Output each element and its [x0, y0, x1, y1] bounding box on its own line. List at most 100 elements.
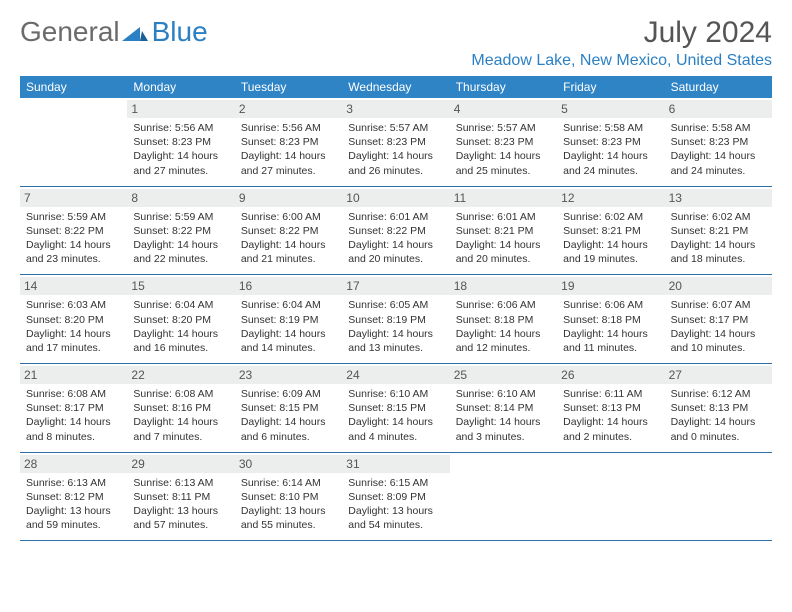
- day-info: Sunrise: 5:59 AMSunset: 8:22 PMDaylight:…: [133, 210, 228, 267]
- daylight-line: Daylight: 14 hours and 4 minutes.: [348, 415, 443, 443]
- calendar-cell: 2Sunrise: 5:56 AMSunset: 8:23 PMDaylight…: [235, 98, 342, 186]
- sunrise-line: Sunrise: 6:15 AM: [348, 476, 443, 490]
- day-number: 31: [342, 455, 449, 473]
- sunset-line: Sunset: 8:23 PM: [133, 135, 228, 149]
- sunrise-line: Sunrise: 6:06 AM: [456, 298, 551, 312]
- daylight-line: Daylight: 14 hours and 10 minutes.: [671, 327, 766, 355]
- day-info: Sunrise: 6:10 AMSunset: 8:14 PMDaylight:…: [456, 387, 551, 444]
- sunset-line: Sunset: 8:22 PM: [348, 224, 443, 238]
- sunrise-line: Sunrise: 5:58 AM: [563, 121, 658, 135]
- daylight-line: Daylight: 14 hours and 17 minutes.: [26, 327, 121, 355]
- daylight-line: Daylight: 14 hours and 2 minutes.: [563, 415, 658, 443]
- day-info: Sunrise: 6:03 AMSunset: 8:20 PMDaylight:…: [26, 298, 121, 355]
- day-number: 17: [342, 277, 449, 295]
- sunrise-line: Sunrise: 6:13 AM: [133, 476, 228, 490]
- day-number: 22: [127, 366, 234, 384]
- sunrise-line: Sunrise: 6:08 AM: [133, 387, 228, 401]
- dayhead-tue: Tuesday: [235, 76, 342, 98]
- daylight-line: Daylight: 14 hours and 19 minutes.: [563, 238, 658, 266]
- calendar-cell: 1Sunrise: 5:56 AMSunset: 8:23 PMDaylight…: [127, 98, 234, 186]
- day-info: Sunrise: 6:11 AMSunset: 8:13 PMDaylight:…: [563, 387, 658, 444]
- day-number: 10: [342, 189, 449, 207]
- sunrise-line: Sunrise: 6:01 AM: [348, 210, 443, 224]
- calendar-cell: 15Sunrise: 6:04 AMSunset: 8:20 PMDayligh…: [127, 275, 234, 363]
- daylight-line: Daylight: 14 hours and 26 minutes.: [348, 149, 443, 177]
- sunset-line: Sunset: 8:22 PM: [133, 224, 228, 238]
- day-number: 1: [127, 100, 234, 118]
- sunrise-line: Sunrise: 6:02 AM: [563, 210, 658, 224]
- logo: General Blue: [20, 16, 208, 48]
- calendar-cell: 29Sunrise: 6:13 AMSunset: 8:11 PMDayligh…: [127, 453, 234, 541]
- daylight-line: Daylight: 14 hours and 20 minutes.: [348, 238, 443, 266]
- day-info: Sunrise: 5:58 AMSunset: 8:23 PMDaylight:…: [671, 121, 766, 178]
- day-info: Sunrise: 6:09 AMSunset: 8:15 PMDaylight:…: [241, 387, 336, 444]
- sunset-line: Sunset: 8:11 PM: [133, 490, 228, 504]
- calendar-cell: 28 Sunrise: 6:13 AMSunset: 8:12 PMDayligh…: [20, 453, 127, 541]
- calendar-cell: .: [20, 98, 127, 186]
- day-number: 29: [127, 455, 234, 473]
- day-number: 25: [450, 366, 557, 384]
- day-number: 13: [665, 189, 772, 207]
- calendar-cell: 10 Sunrise: 6:01 AMSunset: 8:22 PMDayligh…: [342, 187, 449, 275]
- sunset-line: Sunset: 8:23 PM: [241, 135, 336, 149]
- daylight-line: Daylight: 14 hours and 13 minutes.: [348, 327, 443, 355]
- sunset-line: Sunset: 8:21 PM: [563, 224, 658, 238]
- day-number: 19: [557, 277, 664, 295]
- dayhead-sat: Saturday: [665, 76, 772, 98]
- daylight-line: Daylight: 14 hours and 27 minutes.: [241, 149, 336, 177]
- sunset-line: Sunset: 8:12 PM: [26, 490, 121, 504]
- day-info: Sunrise: 5:59 AMSunset: 8:22 PMDaylight:…: [26, 210, 121, 267]
- calendar-cell: 9 Sunrise: 6:00 AMSunset: 8:22 PMDaylight…: [235, 187, 342, 275]
- sunrise-line: Sunrise: 6:09 AM: [241, 387, 336, 401]
- page-title: July 2024: [471, 16, 772, 50]
- day-number: 23: [235, 366, 342, 384]
- daylight-line: Daylight: 14 hours and 27 minutes.: [133, 149, 228, 177]
- daylight-line: Daylight: 14 hours and 20 minutes.: [456, 238, 551, 266]
- day-number: 7: [20, 189, 127, 207]
- calendar: Sunday Monday Tuesday Wednesday Thursday…: [20, 76, 772, 541]
- calendar-cell: 5Sunrise: 5:58 AMSunset: 8:23 PMDaylight…: [557, 98, 664, 186]
- sunrise-line: Sunrise: 6:13 AM: [26, 476, 121, 490]
- calendar-cell: 4Sunrise: 5:57 AMSunset: 8:23 PMDaylight…: [450, 98, 557, 186]
- sunrise-line: Sunrise: 6:04 AM: [133, 298, 228, 312]
- calendar-cell: 13Sunrise: 6:02 AMSunset: 8:21 PMDayligh…: [665, 187, 772, 275]
- daylight-line: Daylight: 14 hours and 16 minutes.: [133, 327, 228, 355]
- sunset-line: Sunset: 8:23 PM: [456, 135, 551, 149]
- dayhead-fri: Friday: [557, 76, 664, 98]
- day-number: 9: [235, 189, 342, 207]
- day-info: Sunrise: 6:04 AMSunset: 8:19 PMDaylight:…: [241, 298, 336, 355]
- dayhead-thu: Thursday: [450, 76, 557, 98]
- day-info: Sunrise: 6:01 AMSunset: 8:22 PMDaylight:…: [348, 210, 443, 267]
- calendar-cell: 14 Sunrise: 6:03 AMSunset: 8:20 PMDayligh…: [20, 275, 127, 363]
- sunset-line: Sunset: 8:10 PM: [241, 490, 336, 504]
- daylight-line: Daylight: 14 hours and 21 minutes.: [241, 238, 336, 266]
- sunrise-line: Sunrise: 6:10 AM: [456, 387, 551, 401]
- sunset-line: Sunset: 8:13 PM: [671, 401, 766, 415]
- dayhead-mon: Monday: [127, 76, 234, 98]
- sunrise-line: Sunrise: 6:02 AM: [671, 210, 766, 224]
- header: General Blue July 2024 Meadow Lake, New …: [20, 16, 772, 70]
- daylight-line: Daylight: 14 hours and 3 minutes.: [456, 415, 551, 443]
- sunset-line: Sunset: 8:17 PM: [26, 401, 121, 415]
- day-info: Sunrise: 6:06 AMSunset: 8:18 PMDaylight:…: [456, 298, 551, 355]
- day-number: 24: [342, 366, 449, 384]
- day-info: Sunrise: 6:13 AMSunset: 8:12 PMDaylight:…: [26, 476, 121, 533]
- sunrise-line: Sunrise: 6:08 AM: [26, 387, 121, 401]
- sunset-line: Sunset: 8:21 PM: [671, 224, 766, 238]
- sunrise-line: Sunrise: 5:57 AM: [348, 121, 443, 135]
- day-number: 21: [20, 366, 127, 384]
- calendar-cell: 17Sunrise: 6:05 AMSunset: 8:19 PMDayligh…: [342, 275, 449, 363]
- day-info: Sunrise: 6:00 AMSunset: 8:22 PMDaylight:…: [241, 210, 336, 267]
- daylight-line: Daylight: 14 hours and 12 minutes.: [456, 327, 551, 355]
- dayhead-wed: Wednesday: [342, 76, 449, 98]
- calendar-cell: 26Sunrise: 6:11 AMSunset: 8:13 PMDayligh…: [557, 364, 664, 452]
- logo-text-general: General: [20, 16, 120, 48]
- daylight-line: Daylight: 13 hours and 59 minutes.: [26, 504, 121, 532]
- day-number: 14: [20, 277, 127, 295]
- calendar-cell: .: [557, 453, 664, 541]
- calendar-cell: .: [450, 453, 557, 541]
- day-number: 28: [20, 455, 127, 473]
- calendar-cell: 16Sunrise: 6:04 AMSunset: 8:19 PMDayligh…: [235, 275, 342, 363]
- sunset-line: Sunset: 8:19 PM: [241, 313, 336, 327]
- sunset-line: Sunset: 8:15 PM: [348, 401, 443, 415]
